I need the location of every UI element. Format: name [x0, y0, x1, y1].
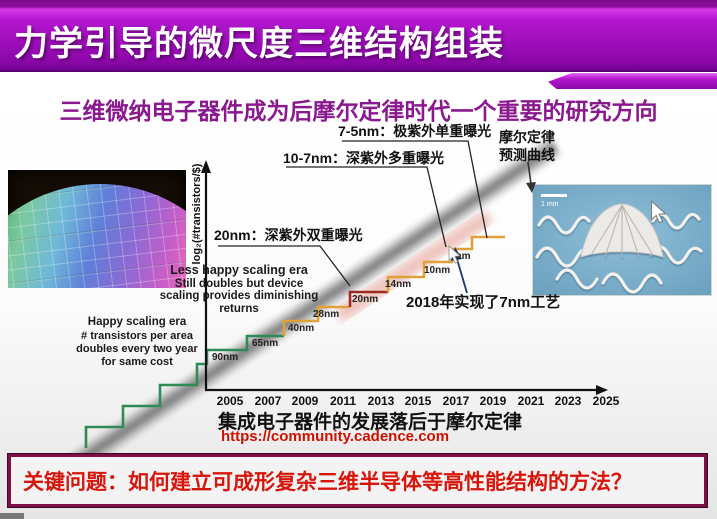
node-label-20nm: 20nm [352, 294, 379, 305]
happy-scaling-era-note: Happy scaling era # transistors per area… [76, 316, 198, 369]
x-tick: 2021 [517, 394, 545, 408]
x-tick: 2009 [291, 394, 319, 408]
x-tick: 2013 [367, 394, 395, 408]
node-label-40nm: 40nm [288, 323, 315, 334]
node-label-14nm: 14nm [385, 279, 412, 290]
microstructure-photo: 1 mm [533, 185, 711, 295]
annotation-euv-single: 7-5nm：极紫外单重曝光 [338, 123, 492, 139]
dome-structure [580, 203, 664, 258]
x-tick: 2007 [254, 394, 282, 408]
less-happy-scaling-era-note: Less happy scaling era Still doubles but… [159, 263, 319, 316]
key-question-box: 关键问题：如何建立可成形复杂三维半导体等高性能结构的方法？ [8, 454, 707, 507]
title-banner: 力学引导的微尺度三维结构组装 [0, 0, 717, 72]
annotation-achieved-2018: 2018年实现了7nm工艺 [406, 294, 561, 311]
annotation-duv-double: 20nm：深紫外双重曝光 [214, 227, 363, 243]
x-tick: 2017 [442, 394, 470, 408]
y-axis-label: log₂(#transistors/$) [191, 163, 203, 265]
x-tick: 2015 [404, 394, 432, 408]
slide-title: 力学引导的微尺度三维结构组装 [14, 25, 504, 63]
node-label-28nm: 28nm [313, 309, 340, 320]
key-question-text: 关键问题：如何建立可成形复杂三维半导体等高性能结构的方法？ [23, 470, 632, 494]
x-tick: 2023 [554, 394, 582, 408]
source-url[interactable]: https://community.cadence.com [220, 428, 450, 445]
banner-tail-decoration [548, 73, 717, 89]
chart-caption: 集成电子器件的发展落后于摩尔定律 [217, 412, 522, 433]
microstructure-graphic: 1 mm [533, 185, 711, 295]
bottom-left-chip [0, 513, 24, 519]
x-tick: 2011 [329, 394, 357, 408]
node-label-7nm: 7nm [450, 251, 471, 262]
node-label-90nm: 90nm [212, 352, 239, 363]
node-label-65nm: 65nm [252, 338, 279, 349]
slide-subtitle: 三维微纳电子器件成为后摩尔定律时代一个重要的研究方向 [59, 98, 658, 124]
x-tick: 2025 [592, 394, 620, 408]
annotation-duv-multi: 10-7nm：深紫外多重曝光 [283, 150, 445, 166]
x-tick: 2019 [479, 394, 507, 408]
scale-bar [541, 194, 567, 197]
x-tick: 2005 [216, 394, 244, 408]
annotation-moore-prediction: 摩尔定律 预测曲线 [499, 129, 555, 164]
node-label-10nm: 10nm [424, 265, 451, 276]
scale-bar-label: 1 mm [541, 201, 559, 208]
